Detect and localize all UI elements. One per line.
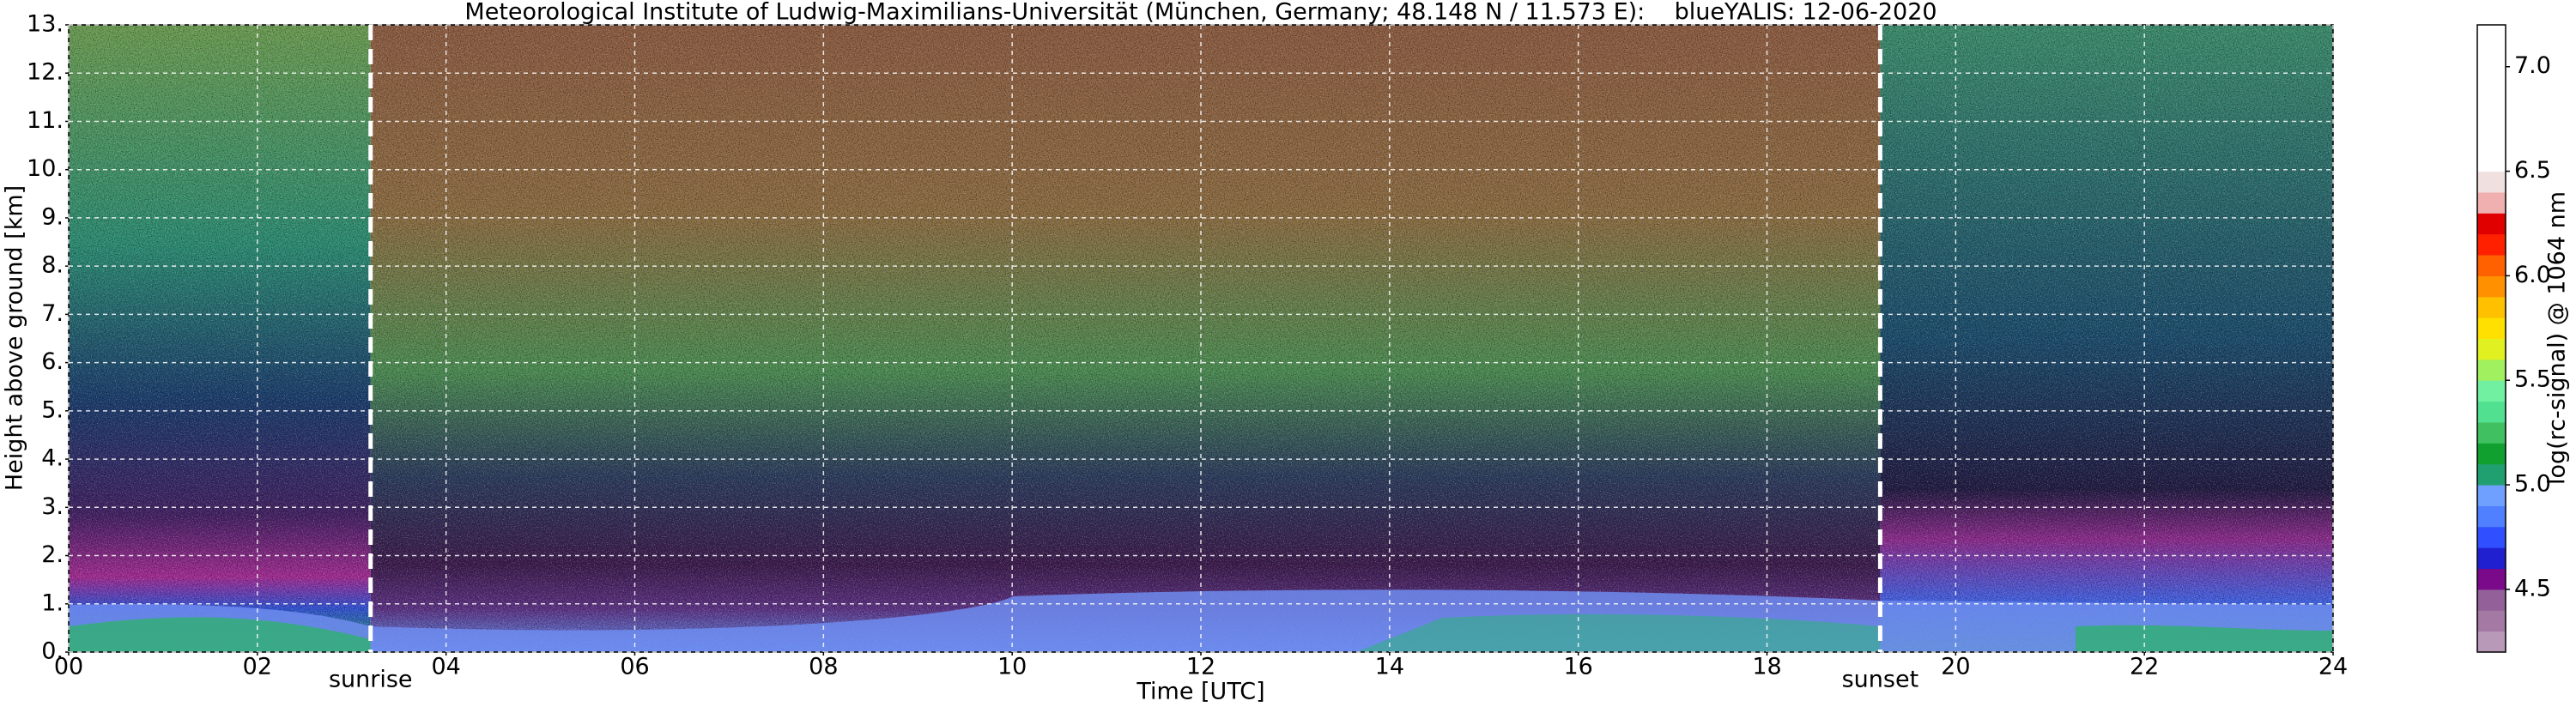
- x-tick-label: 10: [997, 654, 1027, 680]
- y-tick-label: 9.: [41, 203, 64, 230]
- x-tick-label: 22: [2130, 654, 2159, 680]
- colorbar-tick-label: 5.0: [2514, 471, 2551, 498]
- colorbar-swatch: [2477, 88, 2506, 109]
- y-tick-label: 13.: [27, 11, 64, 38]
- colorbar-swatch: [2477, 547, 2506, 570]
- colorbar-swatch: [2477, 108, 2506, 130]
- boundary-layer-core: [2076, 625, 2333, 652]
- x-tick-label: 24: [2318, 654, 2348, 680]
- colorbar-swatch: [2477, 317, 2506, 339]
- colorbar-swatch: [2477, 66, 2506, 88]
- annotation-label: sunrise: [329, 667, 413, 693]
- y-tick-label: 11.: [27, 107, 64, 134]
- colorbar-swatch: [2477, 359, 2506, 381]
- colorbar-swatch: [2477, 589, 2506, 611]
- colorbar-swatch: [2477, 191, 2506, 214]
- colorbar-swatch: [2477, 296, 2506, 318]
- colorbar-swatch: [2477, 45, 2506, 68]
- boundary-layer-core: [69, 617, 371, 652]
- colorbar-swatch: [2477, 25, 2506, 46]
- colorbar-swatch: [2477, 505, 2506, 528]
- colorbar-frame: [2476, 24, 2506, 653]
- colorbar-swatch: [2477, 380, 2506, 402]
- colorbar-swatch: [2477, 631, 2506, 653]
- colorbar-swatch: [2477, 150, 2506, 172]
- y-tick-label: 0.: [41, 638, 64, 665]
- colorbar-swatch: [2477, 233, 2506, 256]
- x-tick-label: 12: [1186, 654, 1215, 680]
- boundary-layer-core: [1356, 613, 1881, 652]
- y-tick-label: 12.: [27, 59, 64, 86]
- colorbar-swatch: [2477, 171, 2506, 193]
- colorbar-swatch: [2477, 443, 2506, 465]
- y-tick-label: 3.: [41, 493, 64, 520]
- y-tick-label: 4.: [41, 445, 64, 472]
- colorbar-swatch: [2477, 610, 2506, 632]
- y-tick-label: 2.: [41, 541, 64, 568]
- colorbar-label: log(rc-signal) @ 1064 nm: [2544, 191, 2571, 485]
- colorbar-swatch: [2477, 526, 2506, 548]
- x-tick-label: 20: [1941, 654, 1970, 680]
- y-tick-label: 5.: [41, 396, 64, 423]
- colorbar-swatch: [2477, 275, 2506, 298]
- colorbar-swatch: [2477, 463, 2506, 486]
- x-tick-label: 14: [1375, 654, 1404, 680]
- y-tick-label: 8.: [41, 252, 64, 279]
- y-tick-label: 1.: [41, 589, 64, 616]
- colorbar-swatch: [2477, 485, 2506, 506]
- colorbar-tick-label: 6.0: [2514, 262, 2551, 288]
- chart-title: Meteorological Institute of Ludwig-Maxim…: [464, 0, 1937, 26]
- x-tick-label: 08: [809, 654, 838, 680]
- colorbar-swatch: [2477, 421, 2506, 444]
- colorbar-swatch: [2477, 129, 2506, 151]
- y-axis-label: Height above ground [km]: [2, 185, 28, 491]
- y-tick-label: 6.: [41, 348, 64, 375]
- x-tick-label: 00: [54, 654, 83, 680]
- x-tick-label: 02: [243, 654, 272, 680]
- y-tick-label: 7.: [41, 300, 64, 327]
- y-tick-label: 10.: [27, 155, 64, 182]
- colorbar-swatch: [2477, 401, 2506, 423]
- colorbar-swatch: [2477, 255, 2506, 276]
- colorbar-tick-label: 6.5: [2514, 157, 2551, 184]
- x-tick-label: 18: [1752, 654, 1781, 680]
- colorbar-tick-label: 7.0: [2514, 52, 2551, 79]
- x-axis-label: Time [UTC]: [1136, 679, 1264, 705]
- colorbar-swatch: [2477, 568, 2506, 590]
- colorbar-tick-label: 4.5: [2514, 575, 2551, 601]
- x-tick-label: 06: [620, 654, 649, 680]
- colorbar-swatch: [2477, 213, 2506, 235]
- x-tick-label: 16: [1563, 654, 1592, 680]
- colorbar-tick-label: 5.5: [2514, 366, 2551, 393]
- x-tick-label: 04: [431, 654, 460, 680]
- annotation-label: sunset: [1842, 667, 1919, 693]
- colorbar-swatch: [2477, 338, 2506, 360]
